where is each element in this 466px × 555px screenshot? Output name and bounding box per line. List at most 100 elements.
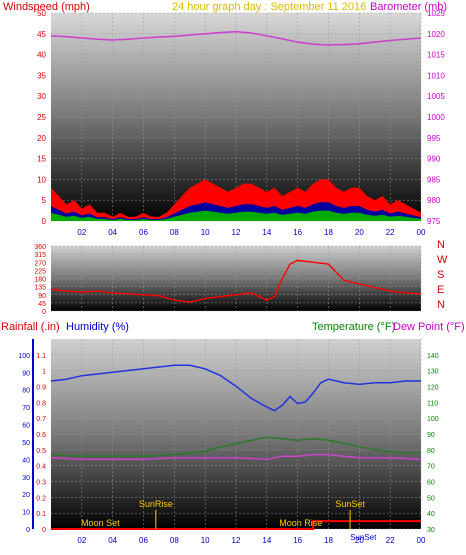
windspeed-axis-label: Windspeed (mph) [3,1,90,13]
y-tick-label: 40 [37,51,46,60]
rain-tick-label: 0.2 [36,495,46,502]
y-tick-label: 90 [38,293,46,300]
y-tick-label: 0 [42,217,47,226]
rain-tick-label: 0.3 [36,480,46,487]
y2-tick-label: 995 [427,134,441,143]
temp-tick-label: 130 [427,369,439,376]
dewpoint-line [50,453,422,461]
humidity-tick-label: 80 [22,388,30,395]
y2-tick-label: 1020 [427,30,445,39]
windspeed-y-ticks: 0 5 10 15 20 25 30 35 40 45 50 [37,9,46,226]
temp-tick-label: 70 [427,464,435,471]
x-tick-label: 22 [386,228,395,237]
x-tick-label: 22 [386,536,395,545]
humidity-grid [51,339,422,530]
humidity-tick-label: 10 [22,510,30,517]
humidity-tick-label: 50 [22,440,30,447]
humidity-tick-label: 20 [22,492,30,499]
humidity-y-ticks: 0 10 20 30 40 50 60 70 80 90 100 [18,339,34,534]
x-tick-label: 16 [293,536,302,545]
humidity-tick-label: 40 [22,457,30,464]
rain-tick-label: 0.8 [36,400,46,407]
x-tick-label: 06 [139,228,148,237]
temperature-line [50,436,421,457]
x-tick-label: 08 [170,228,179,237]
y-tick-label: 45 [38,301,46,308]
y2-tick-label: 975 [427,217,441,226]
compass-label: E [437,284,444,296]
windspeed-series [51,179,421,221]
temp-tick-label: 50 [427,495,435,502]
humidity-tick-label: 0 [26,527,30,534]
y-tick-label: 45 [37,30,46,39]
x-tick-label: 04 [108,536,117,545]
barometer-series [50,30,422,46]
y-tick-label: 10 [37,175,46,184]
rain-tick-label: 0.5 [36,448,46,455]
x-tick-label: 12 [232,228,241,237]
rain-tick-label: 0 [42,527,46,534]
wind-direction-line [50,259,422,303]
temp-tick-label: 60 [427,480,435,487]
humidity-tick-label: 100 [18,353,30,360]
rain-tick-label: 1 [42,369,46,376]
x-tick-label: 14 [262,536,271,545]
y-tick-label: 20 [37,134,46,143]
x-tick-label: 14 [262,228,271,237]
y-tick-label: 225 [34,268,46,275]
barometer-y-ticks: 975 980 985 990 995 1000 1005 1010 1015 1020 1025 [427,9,445,226]
event-label: SunSet [335,499,365,509]
humidity-tick-label: 90 [22,370,30,377]
x-tick-label: 20 [355,536,364,545]
humidity-tick-label: 60 [22,423,30,430]
x-tick-label: 02 [77,536,86,545]
y-tick-label: 25 [37,113,46,122]
barometer-line [50,30,422,46]
temp-tick-label: 120 [427,385,439,392]
y-tick-label: 180 [34,277,46,284]
rain-tick-label: 0.9 [36,385,46,392]
rain-tick-label: 1.1 [36,353,46,360]
x-tick-label: 06 [139,536,148,545]
rainfall-axis-label: Rainfall (.in) [1,321,60,333]
temp-tick-label: 90 [427,432,435,439]
y2-tick-label: 1025 [427,9,445,18]
x-tick-label: 02 [77,228,86,237]
humidity-temp-series [50,364,422,530]
rainfall-y-ticks: 0 0.1 0.2 0.3 0.4 0.5 0.6 0.7 0.8 0.9 1 1.1 [36,353,46,534]
y-tick-label: 30 [37,92,46,101]
y2-tick-label: 1005 [427,92,445,101]
x-tick-label: 16 [293,228,302,237]
rain-tick-label: 0.1 [36,511,46,518]
humidity-line [50,364,421,412]
humidity-axis-label: Humidity (%) [66,321,129,333]
y-tick-label: 315 [34,252,46,259]
humidity-tick-label: 70 [22,405,30,412]
y-tick-label: 360 [34,244,46,251]
x-tick-label: 04 [108,228,117,237]
barometer-axis-label: Barometer (mb) [370,1,447,13]
temperature-y-ticks: 30 40 50 60 70 80 90 100 110 120 130 140 [427,353,439,534]
event-label: Moon Rise [279,518,322,528]
event-label: Moon Set [81,518,120,528]
event-label: SunSet [350,533,377,542]
rain-tick-label: 0.6 [36,432,46,439]
x-tick-label: 10 [201,536,210,545]
temp-tick-label: 30 [427,527,435,534]
compass-label: W [437,254,448,266]
compass-label: S [437,269,444,281]
y-tick-label: 35 [37,71,46,80]
y2-tick-label: 1000 [427,113,445,122]
y-tick-label: 270 [34,260,46,267]
humidity-tick-label: 30 [22,475,30,482]
x-tick-label: 18 [324,536,333,545]
temp-tick-label: 80 [427,448,435,455]
x-tick-label: 20 [355,228,364,237]
temp-tick-label: 100 [427,416,439,423]
rainfall-line [51,520,421,530]
dewpoint-axis-label: Dew Point (°F) [393,321,465,333]
compass-label: N [437,239,445,251]
wind-direction-series [50,259,422,303]
y2-tick-label: 1010 [427,71,445,80]
